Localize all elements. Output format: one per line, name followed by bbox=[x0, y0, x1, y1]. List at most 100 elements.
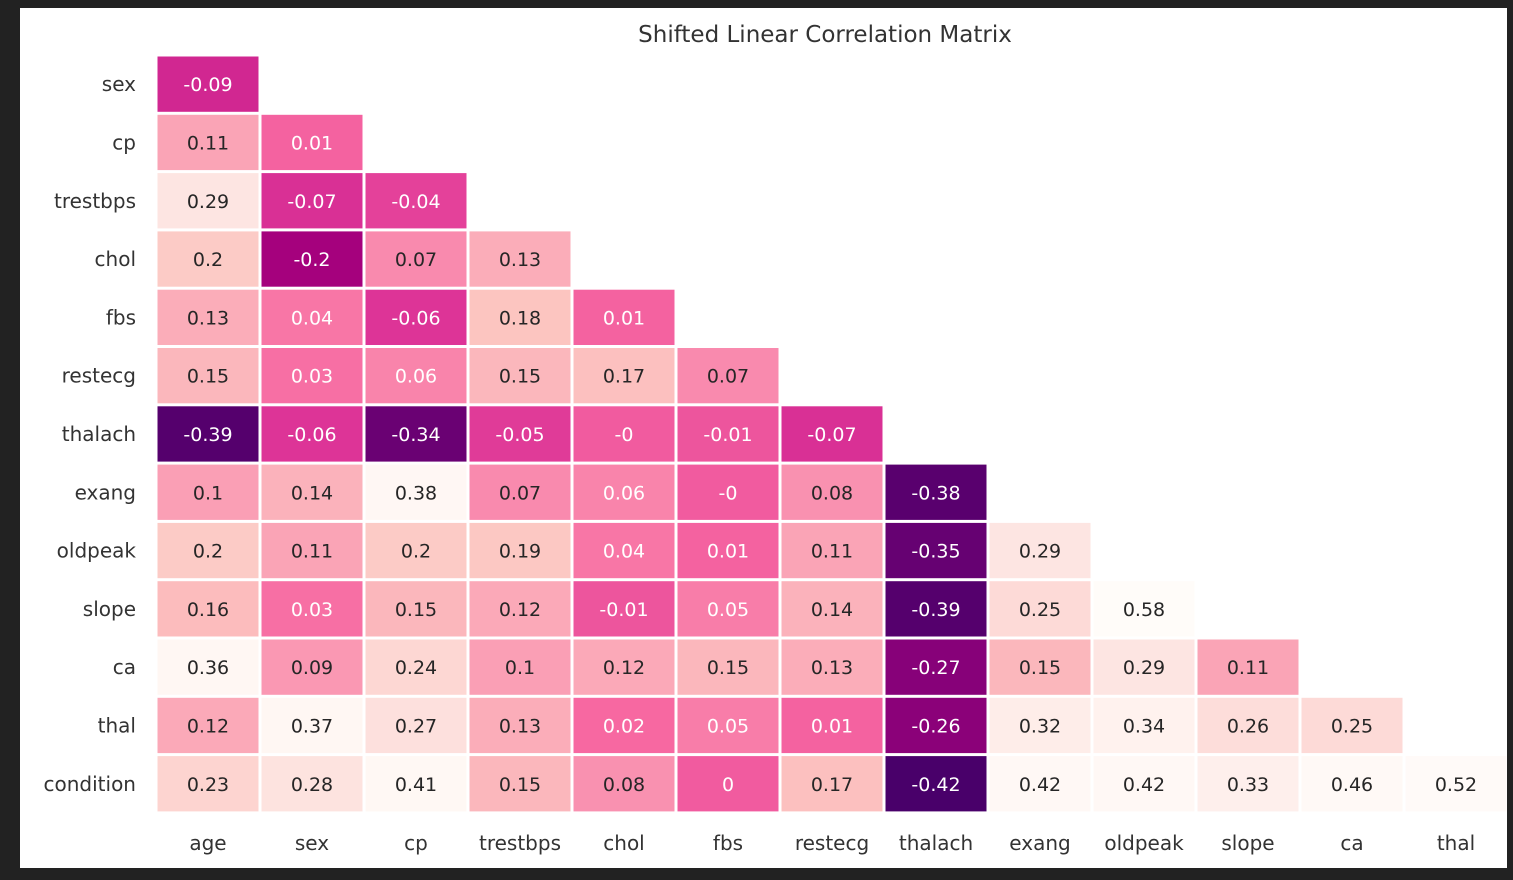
cell-value-label-condition-thalach: -0.42 bbox=[911, 774, 960, 796]
cell-value-label-trestbps-sex: -0.07 bbox=[287, 191, 336, 213]
heatmap-cell-thal-exang bbox=[989, 697, 1091, 754]
x-tick-label-age: age bbox=[189, 831, 226, 855]
heatmap-cell-ca-trestbps bbox=[469, 639, 571, 695]
cell-value-label-thal-exang: 0.32 bbox=[1019, 715, 1061, 737]
cell-value-label-ca-trestbps: 0.1 bbox=[505, 657, 535, 679]
cell-value-label-condition-oldpeak: 0.42 bbox=[1123, 774, 1165, 796]
cell-value-label-exang-cp: 0.38 bbox=[395, 482, 437, 504]
x-tick-label-thal: thal bbox=[1437, 831, 1475, 855]
heatmap-cell-exang-chol bbox=[573, 464, 675, 520]
y-tick-label-oldpeak: oldpeak bbox=[57, 539, 137, 563]
y-tick-label-condition: condition bbox=[44, 772, 136, 796]
heatmap-cell-condition-slope bbox=[1197, 756, 1299, 812]
heatmap-cell-slope-sex bbox=[261, 581, 363, 637]
heatmap-cell-condition-oldpeak bbox=[1093, 756, 1195, 812]
y-tick-label-thalach: thalach bbox=[62, 422, 136, 446]
heatmap-cell-slope-thalach bbox=[885, 581, 987, 637]
y-tick-label-thal: thal bbox=[98, 713, 136, 737]
heatmap-cell-restecg-age bbox=[157, 348, 259, 404]
cell-value-label-thal-slope: 0.26 bbox=[1227, 715, 1269, 737]
cell-value-label-slope-cp: 0.15 bbox=[395, 599, 437, 621]
cell-value-label-restecg-cp: 0.06 bbox=[395, 366, 437, 388]
x-tick-label-chol: chol bbox=[603, 831, 644, 855]
cell-value-label-fbs-chol: 0.01 bbox=[603, 307, 645, 329]
cell-value-label-thalach-cp: -0.34 bbox=[391, 424, 440, 446]
cell-value-label-chol-trestbps: 0.13 bbox=[499, 249, 541, 271]
heatmap-cell-slope-age bbox=[157, 581, 259, 637]
heatmap-cell-ca-fbs bbox=[677, 639, 779, 695]
cell-value-label-fbs-age: 0.13 bbox=[187, 307, 229, 329]
heatmap-cell-fbs-age bbox=[157, 289, 259, 345]
cell-value-label-ca-oldpeak: 0.29 bbox=[1123, 657, 1165, 679]
heatmap-cell-chol-cp bbox=[365, 231, 467, 287]
heatmap-cell-slope-trestbps bbox=[469, 581, 571, 637]
heatmap-cell-thalach-sex bbox=[261, 406, 363, 462]
heatmap-cell-fbs-chol bbox=[573, 289, 675, 345]
x-tick-label-restecg: restecg bbox=[795, 831, 869, 855]
x-axis-tick-labels: age sex cp trestbps chol fbs restecg thalach exa… bbox=[189, 831, 1475, 855]
heatmap-cell-thal-restecg bbox=[781, 697, 883, 754]
heatmap-cell-exang-age bbox=[157, 464, 259, 520]
y-tick-label-fbs: fbs bbox=[106, 305, 136, 329]
cell-value-label-fbs-cp: -0.06 bbox=[391, 307, 440, 329]
cell-value-label-ca-cp: 0.24 bbox=[395, 657, 437, 679]
heatmap-cell-condition-chol bbox=[573, 756, 675, 812]
y-tick-label-chol: chol bbox=[95, 247, 136, 271]
heatmap-cell-restecg-fbs bbox=[677, 348, 779, 404]
heatmap-cell-fbs-sex bbox=[261, 289, 363, 345]
cell-value-label-condition-slope: 0.33 bbox=[1227, 774, 1269, 796]
cell-value-label-slope-sex: 0.03 bbox=[291, 599, 333, 621]
heatmap-cell-thalach-trestbps bbox=[469, 406, 571, 462]
cell-value-label-condition-sex: 0.28 bbox=[291, 774, 333, 796]
heatmap-cell-ca-sex bbox=[261, 639, 363, 695]
heatmap-cell-ca-age bbox=[157, 639, 259, 695]
heatmap-cell-condition-age bbox=[157, 756, 259, 812]
heatmap-cell-exang-sex bbox=[261, 464, 363, 520]
chart-title: Shifted Linear Correlation Matrix bbox=[638, 22, 1012, 48]
cell-value-label-chol-sex: -0.2 bbox=[293, 249, 330, 271]
cell-value-label-oldpeak-age: 0.2 bbox=[193, 541, 223, 563]
x-tick-label-fbs: fbs bbox=[713, 831, 743, 855]
cell-value-label-exang-age: 0.1 bbox=[193, 482, 223, 504]
cell-value-label-slope-chol: -0.01 bbox=[599, 599, 648, 621]
heatmap-cells: -0.09 0.11 0.01 0.29 -0.07 -0.04 0.2 -0.2 0.07 0.… bbox=[157, 56, 1507, 812]
heatmap-cell-thalach-chol bbox=[573, 406, 675, 462]
heatmap-cell-ca-chol bbox=[573, 639, 675, 695]
y-tick-label-exang: exang bbox=[75, 480, 136, 504]
cell-value-label-condition-fbs: 0 bbox=[722, 774, 734, 796]
cell-value-label-condition-ca: 0.46 bbox=[1331, 774, 1373, 796]
cell-value-label-thal-thalach: -0.26 bbox=[911, 715, 960, 737]
cell-value-label-thal-restecg: 0.01 bbox=[811, 715, 853, 737]
heatmap-cell-condition-thalach bbox=[885, 756, 987, 812]
y-tick-label-slope: slope bbox=[83, 597, 136, 621]
cell-value-label-exang-sex: 0.14 bbox=[291, 482, 333, 504]
heatmap-cell-condition-restecg bbox=[781, 756, 883, 812]
cell-value-label-ca-fbs: 0.15 bbox=[707, 657, 749, 679]
heatmap-cell-thal-age bbox=[157, 697, 259, 754]
cell-value-label-slope-restecg: 0.14 bbox=[811, 599, 853, 621]
heatmap-cell-condition-sex bbox=[261, 756, 363, 812]
heatmap-cell-thalach-restecg bbox=[781, 406, 883, 462]
cell-value-label-thal-ca: 0.25 bbox=[1331, 715, 1373, 737]
cell-value-label-ca-slope: 0.11 bbox=[1227, 657, 1269, 679]
cell-value-label-ca-restecg: 0.13 bbox=[811, 657, 853, 679]
y-tick-label-restecg: restecg bbox=[62, 364, 136, 388]
y-tick-label-cp: cp bbox=[112, 130, 136, 154]
cell-value-label-slope-exang: 0.25 bbox=[1019, 599, 1061, 621]
heatmap-cell-exang-cp bbox=[365, 464, 467, 520]
x-tick-label-cp: cp bbox=[404, 831, 428, 855]
cell-value-label-thalach-restecg: -0.07 bbox=[807, 424, 856, 446]
heatmap-cell-ca-oldpeak bbox=[1093, 639, 1195, 695]
cell-value-label-ca-chol: 0.12 bbox=[603, 657, 645, 679]
heatmap-cell-ca-exang bbox=[989, 639, 1091, 695]
x-tick-label-ca: ca bbox=[1340, 831, 1363, 855]
heatmap-cell-slope-exang bbox=[989, 581, 1091, 637]
chart-frame: Shifted Linear Correlation Matrix -0.09 0… bbox=[20, 8, 1507, 868]
heatmap-cell-fbs-trestbps bbox=[469, 289, 571, 345]
cell-value-label-exang-fbs: -0 bbox=[719, 482, 738, 504]
x-tick-label-sex: sex bbox=[295, 831, 329, 855]
cell-value-label-oldpeak-exang: 0.29 bbox=[1019, 541, 1061, 563]
heatmap-cell-thal-ca bbox=[1301, 697, 1403, 754]
cell-value-label-slope-oldpeak: 0.58 bbox=[1123, 599, 1165, 621]
heatmap-cell-cp-age bbox=[157, 114, 259, 171]
